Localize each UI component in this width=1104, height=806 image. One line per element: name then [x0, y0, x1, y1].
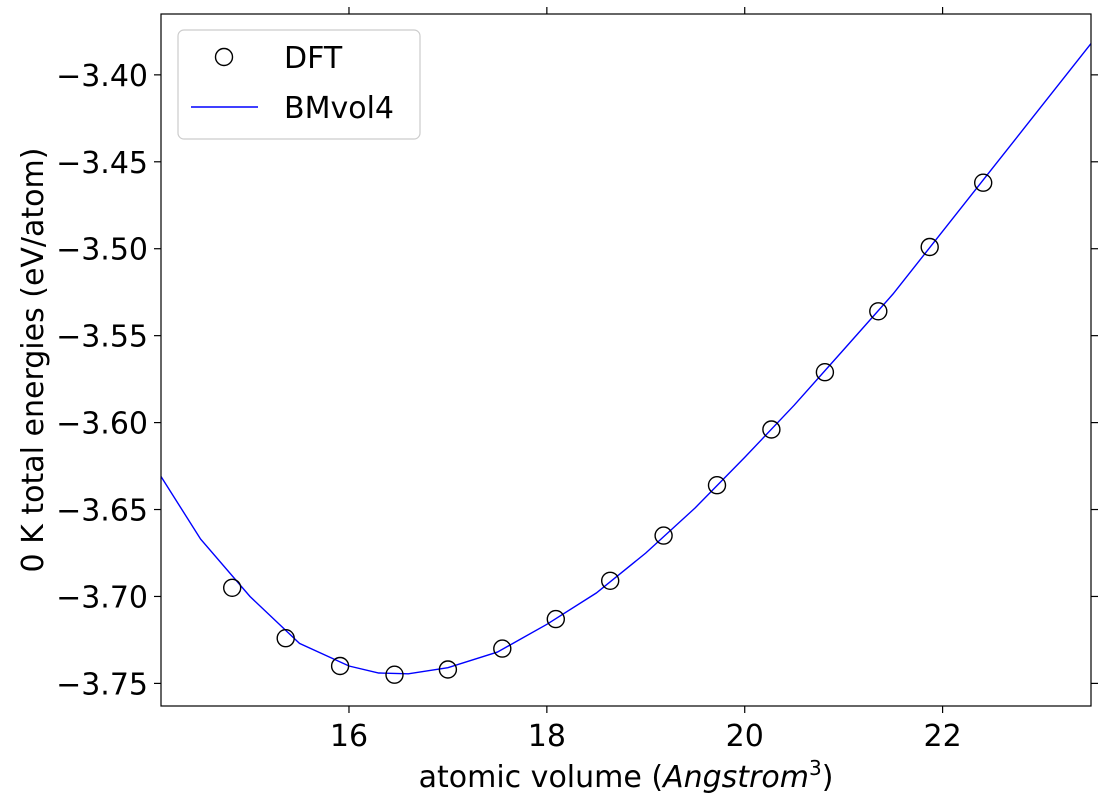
curve-layer — [160, 43, 1092, 675]
dft-point — [654, 526, 673, 545]
y-axis: −3.75 −3.70 −3.65 −3.60 −3.55 −3.50 −3.45 −3.40 — [56, 59, 1098, 702]
dft-point — [276, 629, 295, 648]
x-axis-label: atomic volume (Angstrom3) — [419, 756, 834, 795]
dft-point — [438, 660, 458, 679]
dft-point — [869, 302, 888, 321]
legend-dft-label: DFT — [284, 41, 343, 76]
dft-point — [601, 571, 620, 590]
plot-frame — [160, 13, 1092, 707]
x-axis: 16 18 20 22 — [330, 7, 962, 754]
dft-point — [974, 173, 993, 192]
legend-dft-marker — [214, 47, 234, 67]
dft-point — [330, 656, 350, 676]
dft-point — [920, 237, 939, 257]
y-tick-label: −3.75 — [56, 667, 148, 702]
y-tick-label: −3.50 — [56, 233, 148, 268]
x-tick-label: 16 — [330, 719, 368, 754]
dft-point — [546, 609, 565, 629]
dft-point — [762, 420, 781, 439]
y-tick-label: −3.60 — [56, 407, 148, 442]
legend: DFT BMvol4 — [177, 29, 421, 140]
y-tick-label: −3.70 — [56, 580, 148, 615]
y-tick-label: −3.45 — [56, 146, 148, 181]
bmvol4-curve — [160, 43, 1092, 675]
dft-point — [385, 665, 404, 684]
x-tick-label: 18 — [528, 719, 566, 754]
y-tick-label: −3.55 — [56, 320, 148, 355]
x-tick-label: 20 — [726, 719, 764, 754]
y-tick-label: −3.40 — [56, 59, 148, 94]
dft-point — [493, 639, 512, 658]
x-tick-label: 22 — [924, 719, 962, 754]
dft-point — [222, 578, 242, 597]
dft-point — [707, 476, 727, 495]
points-layer — [222, 173, 993, 684]
legend-bmvol4-label: BMvol4 — [284, 91, 394, 126]
y-tick-label: −3.65 — [56, 494, 148, 529]
legend-box — [177, 29, 421, 140]
dft-point — [815, 363, 835, 382]
y-axis-label: 0 K total energies (eV/atom) — [16, 148, 51, 573]
